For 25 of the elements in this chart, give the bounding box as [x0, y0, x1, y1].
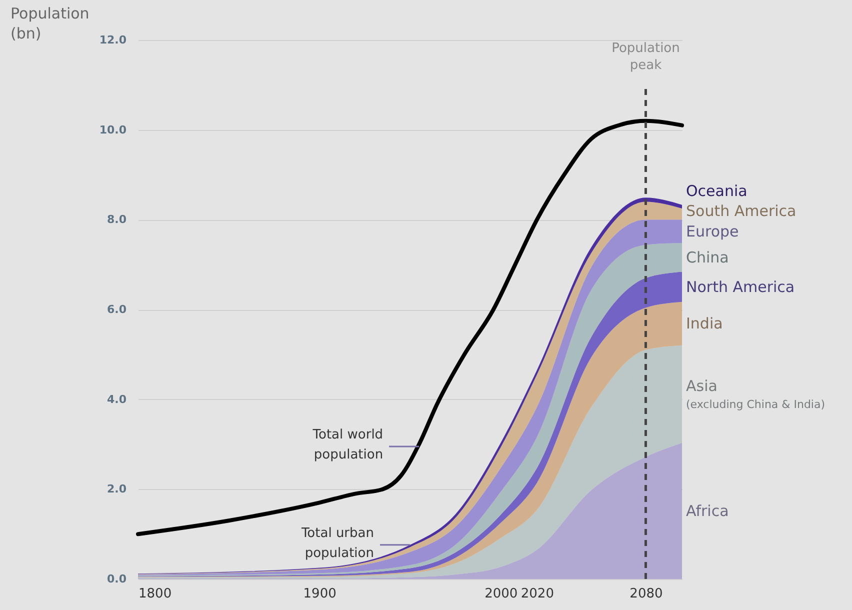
y-tick-label: 4.0	[107, 392, 127, 406]
y-tick-label: 10.0	[99, 123, 127, 136]
series-label: Oceania	[686, 182, 748, 200]
x-tick-label: 1900	[303, 586, 336, 602]
x-tick-label: 2080	[630, 586, 663, 602]
series-label: India	[686, 314, 723, 333]
annotation: Total urban population	[300, 526, 374, 561]
y-tick-label: 2.0	[107, 482, 127, 496]
y-tick-label: 12.0	[99, 34, 127, 46]
series-label: South America	[686, 202, 796, 220]
series-label: Africa	[686, 502, 729, 520]
series-label: North America	[686, 278, 795, 296]
series-label: China	[686, 248, 729, 266]
line-series	[136, 118, 684, 536]
ref-line-label: Population peak	[612, 41, 680, 73]
y-tick-label: 8.0	[107, 213, 127, 226]
series-label: Europe	[686, 222, 739, 240]
annotation: Total world population	[312, 427, 384, 462]
x-tick-label: 2020	[520, 586, 554, 602]
x-tick-label: 2000	[484, 586, 518, 602]
series-label: Asia (excluding China & India)	[686, 377, 826, 412]
x-tick-label: 1800	[138, 586, 172, 602]
y-tick-label: 6.0	[107, 303, 127, 316]
y-tick-label: 0.0	[107, 572, 127, 586]
y-axis-title: Population (bn)	[10, 4, 90, 42]
